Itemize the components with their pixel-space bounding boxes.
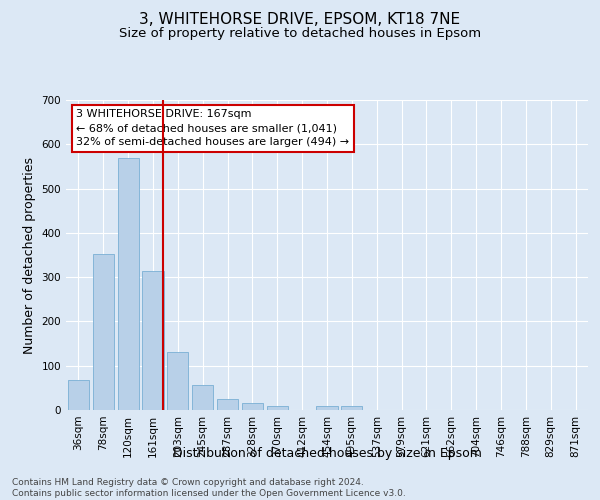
- Text: Contains HM Land Registry data © Crown copyright and database right 2024.
Contai: Contains HM Land Registry data © Crown c…: [12, 478, 406, 498]
- Bar: [118, 158, 139, 410]
- Bar: [93, 254, 114, 410]
- Text: 3, WHITEHORSE DRIVE, EPSOM, KT18 7NE: 3, WHITEHORSE DRIVE, EPSOM, KT18 7NE: [139, 12, 461, 28]
- Bar: [267, 406, 288, 410]
- Text: 3 WHITEHORSE DRIVE: 167sqm
← 68% of detached houses are smaller (1,041)
32% of s: 3 WHITEHORSE DRIVE: 167sqm ← 68% of deta…: [76, 110, 350, 148]
- Text: Distribution of detached houses by size in Epsom: Distribution of detached houses by size …: [173, 448, 481, 460]
- Y-axis label: Number of detached properties: Number of detached properties: [23, 156, 36, 354]
- Bar: [242, 404, 263, 410]
- Bar: [68, 380, 89, 410]
- Bar: [341, 406, 362, 410]
- Bar: [142, 272, 164, 410]
- Bar: [192, 385, 213, 410]
- Bar: [217, 399, 238, 410]
- Bar: [167, 352, 188, 410]
- Bar: [316, 406, 338, 410]
- Text: Size of property relative to detached houses in Epsom: Size of property relative to detached ho…: [119, 28, 481, 40]
